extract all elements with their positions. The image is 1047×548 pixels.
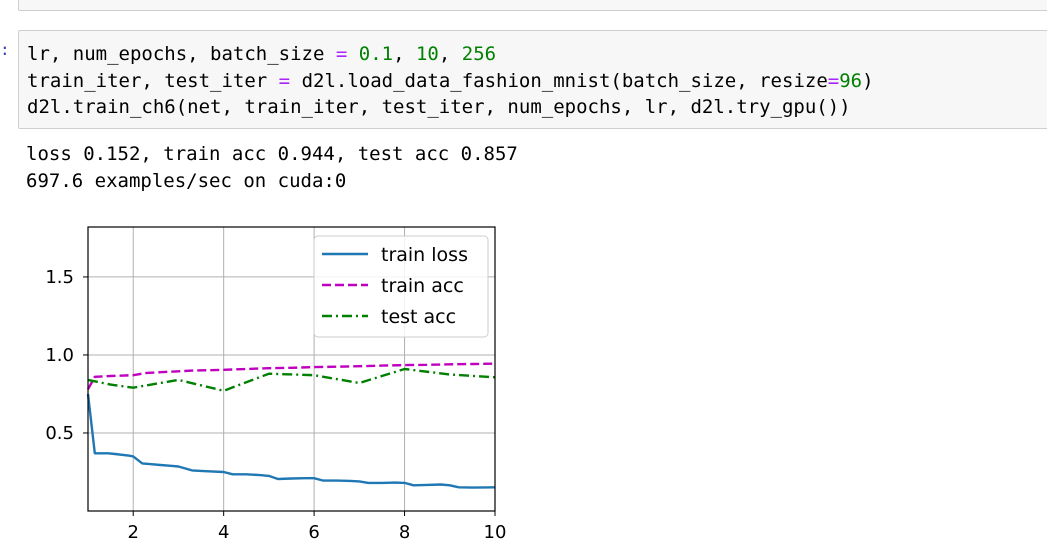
chart-ticks: 2 4 6 8 10 0.5 1.0 1.5	[45, 267, 506, 543]
cell-output-text: loss 0.152, train acc 0.944, test acc 0.…	[26, 141, 518, 194]
legend-box	[313, 235, 489, 338]
code-line-1: lr, num_epochs, batch_size = 0.1, 10, 25…	[27, 43, 497, 65]
code-line-3: d2l.train_ch6(net, train_iter, test_iter…	[27, 96, 851, 118]
chart-series	[86, 362, 496, 489]
series-line-test-acc	[87, 367, 496, 392]
x-tick-label: 10	[484, 522, 507, 543]
series-line-train-loss	[86, 393, 496, 489]
output-line-2: 697.6 examples/sec on cuda:0	[26, 169, 347, 192]
previous-code-cell[interactable]	[18, 0, 1047, 11]
code-cell[interactable]: lr, num_epochs, batch_size = 0.1, 10, 25…	[18, 30, 1047, 129]
x-tick-label: 2	[127, 522, 138, 543]
code-editor[interactable]: lr, num_epochs, batch_size = 0.1, 10, 25…	[27, 41, 874, 121]
x-tick-label: 8	[399, 522, 410, 543]
y-tick-label: 1.0	[45, 345, 74, 366]
chart-frame	[87, 226, 496, 512]
legend-label: train loss	[381, 244, 468, 266]
series-line-train-acc	[86, 362, 496, 390]
legend-label: test acc	[381, 306, 456, 328]
y-tick-label: 1.5	[45, 267, 74, 288]
x-tick-label: 6	[308, 522, 319, 543]
y-tick-label: 0.5	[45, 423, 74, 444]
code-line-2: train_iter, test_iter = d2l.load_data_fa…	[27, 69, 874, 92]
x-tick-label: 4	[218, 522, 229, 543]
legend-label: train acc	[381, 275, 464, 297]
output-line-1: loss 0.152, train acc 0.944, test acc 0.…	[26, 143, 518, 165]
chart-legend: train loss train acc test acc	[313, 235, 489, 338]
cell-prompt: :	[0, 40, 10, 59]
